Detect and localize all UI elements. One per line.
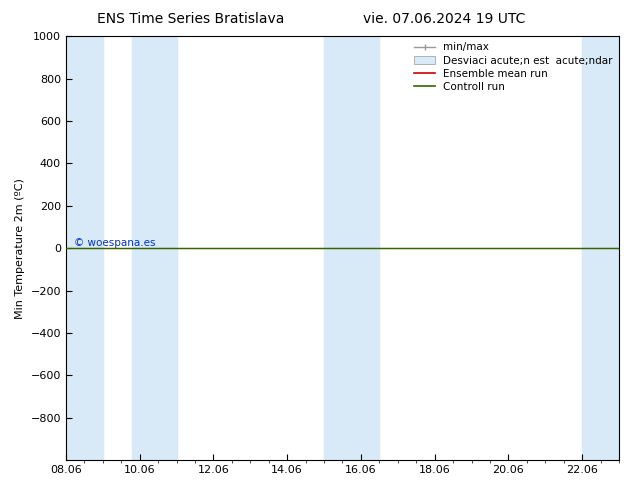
Bar (133, 36, 176, 460)
Text: ENS Time Series Bratislava: ENS Time Series Bratislava (96, 12, 284, 26)
Bar (66, 36, 103, 460)
Legend: min/max, Desviaci acute;n est  acute;ndar, Ensemble mean run, Controll run: min/max, Desviaci acute;n est acute;ndar… (410, 38, 617, 96)
Text: vie. 07.06.2024 19 UTC: vie. 07.06.2024 19 UTC (363, 12, 525, 26)
Text: © woespana.es: © woespana.es (74, 238, 156, 248)
Bar (324, 36, 379, 460)
Bar (582, 36, 619, 460)
Y-axis label: Min Temperature 2m (ºC): Min Temperature 2m (ºC) (15, 178, 25, 318)
